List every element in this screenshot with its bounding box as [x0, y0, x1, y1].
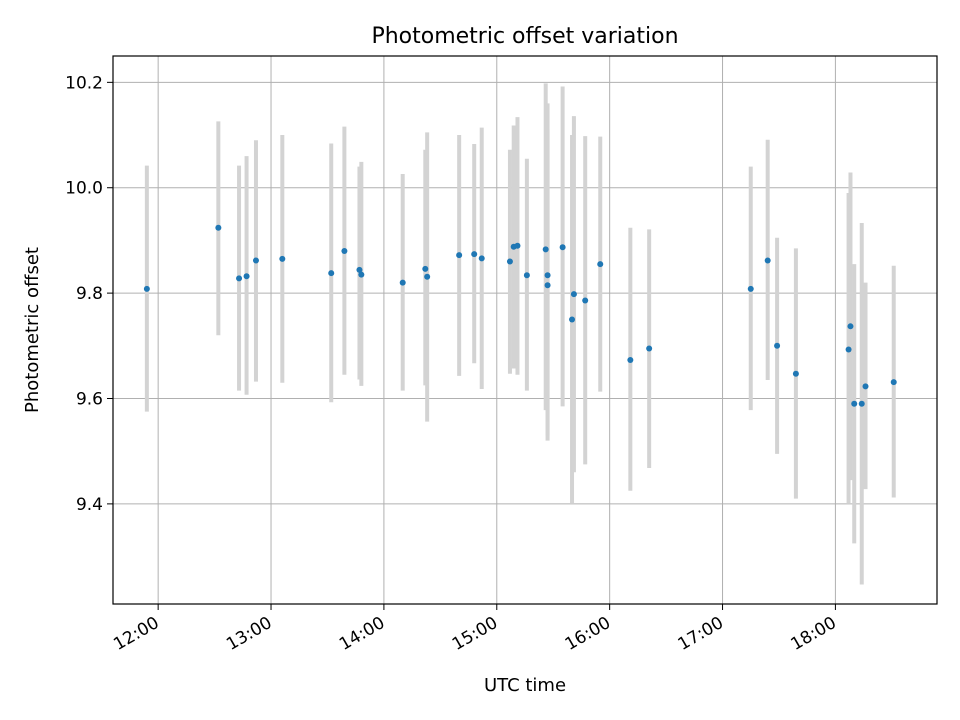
x-tick-label: 13:00	[223, 613, 275, 655]
error-bars	[144, 83, 896, 585]
data-point	[847, 323, 854, 330]
data-point	[597, 261, 604, 268]
data-point	[559, 244, 566, 251]
data-point	[399, 279, 406, 286]
y-tick-label: 9.6	[76, 390, 103, 410]
data-point	[215, 224, 222, 231]
y-tick-label: 9.8	[76, 284, 103, 304]
grid	[113, 56, 937, 604]
data-point	[523, 272, 530, 279]
data-point	[792, 370, 799, 377]
data-point	[646, 345, 653, 352]
data-point	[858, 400, 865, 407]
data-point	[890, 379, 897, 386]
data-point	[764, 257, 771, 264]
data-point	[422, 265, 429, 272]
data-point	[544, 282, 551, 289]
x-tick-label: 15:00	[449, 613, 501, 655]
y-tick-label: 10.0	[65, 179, 103, 199]
data-point	[845, 346, 852, 353]
data-point	[582, 297, 589, 304]
data-point	[514, 242, 521, 249]
data-point	[356, 266, 363, 273]
data-point	[328, 270, 335, 277]
data-point	[143, 285, 150, 292]
data-point	[570, 291, 577, 298]
x-tick-label: 12:00	[110, 613, 162, 655]
data-point	[358, 271, 365, 278]
data-point	[456, 252, 463, 259]
data-point	[851, 400, 858, 407]
data-point	[747, 285, 754, 292]
x-tick-label: 17:00	[675, 613, 727, 655]
data-point	[478, 255, 485, 262]
plot-frame	[112, 55, 938, 605]
data-point	[252, 257, 259, 264]
chart-title: Photometric offset variation	[371, 24, 678, 49]
x-axis: 12:00 13:00 14:00 15:00 16:00 17:00 18:00	[110, 604, 840, 655]
data-point	[243, 273, 250, 280]
x-tick-label: 16:00	[562, 613, 614, 655]
data-point	[236, 275, 243, 282]
data-point	[544, 272, 551, 279]
data-point	[627, 357, 634, 364]
data-points	[143, 224, 897, 407]
y-axis: 9.4 9.6 9.8 10.0 10.2	[65, 73, 113, 515]
data-point	[341, 247, 348, 254]
y-axis-label: Photometric offset	[22, 247, 43, 413]
data-point	[471, 251, 478, 258]
x-axis-label: UTC time	[484, 675, 566, 696]
y-tick-label: 9.4	[76, 495, 103, 515]
x-tick-label: 14:00	[336, 613, 388, 655]
y-tick-label: 10.2	[65, 73, 103, 93]
data-point	[774, 342, 781, 349]
data-point	[424, 273, 431, 280]
data-point	[862, 383, 869, 390]
data-point	[279, 255, 286, 262]
data-point	[542, 246, 549, 253]
data-point	[569, 316, 576, 323]
data-point	[506, 258, 513, 265]
x-tick-label: 18:00	[787, 613, 839, 655]
